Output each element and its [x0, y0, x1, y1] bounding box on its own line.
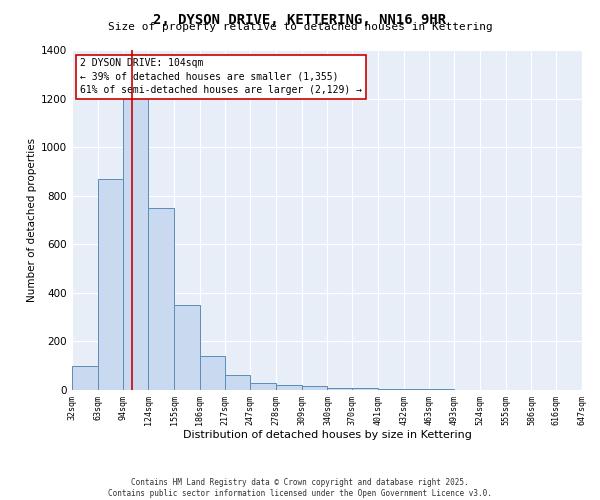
Bar [72, 366, 98, 390]
Bar [352, 388, 378, 390]
Bar [98, 178, 124, 390]
Bar [124, 82, 148, 390]
Bar [328, 388, 352, 390]
Bar [378, 389, 404, 390]
Bar [250, 382, 276, 390]
Text: 2 DYSON DRIVE: 104sqm
← 39% of detached houses are smaller (1,355)
61% of semi-d: 2 DYSON DRIVE: 104sqm ← 39% of detached … [80, 58, 362, 95]
Bar [276, 385, 302, 390]
Bar [226, 376, 250, 390]
Text: 2, DYSON DRIVE, KETTERING, NN16 9HR: 2, DYSON DRIVE, KETTERING, NN16 9HR [154, 12, 446, 26]
Text: Size of property relative to detached houses in Kettering: Size of property relative to detached ho… [107, 22, 493, 32]
Text: Contains HM Land Registry data © Crown copyright and database right 2025.
Contai: Contains HM Land Registry data © Crown c… [108, 478, 492, 498]
Bar [174, 305, 200, 390]
Bar [148, 208, 174, 390]
X-axis label: Distribution of detached houses by size in Kettering: Distribution of detached houses by size … [182, 430, 472, 440]
Bar [200, 356, 226, 390]
Bar [302, 386, 328, 390]
Y-axis label: Number of detached properties: Number of detached properties [27, 138, 37, 302]
